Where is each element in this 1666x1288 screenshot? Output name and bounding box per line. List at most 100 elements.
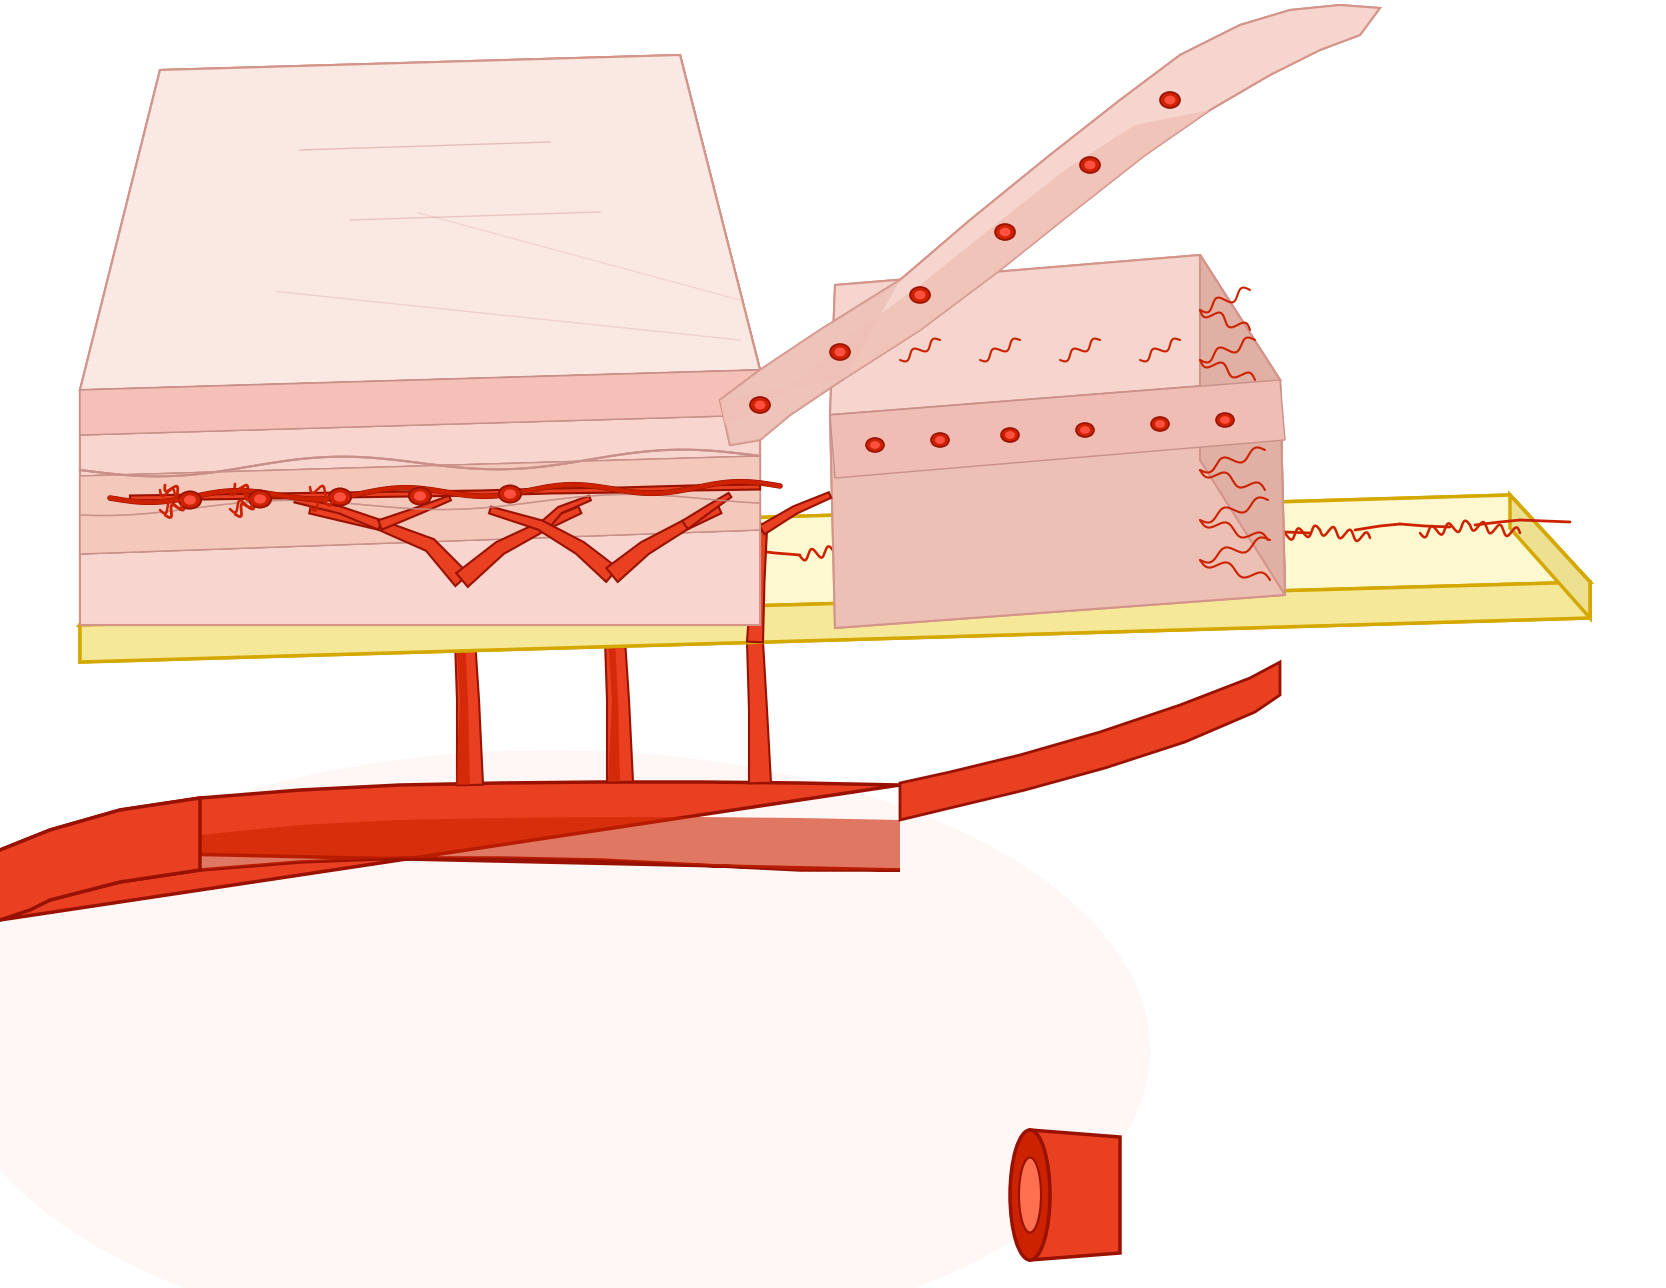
Ellipse shape: [1220, 416, 1230, 424]
Ellipse shape: [1010, 1130, 1050, 1260]
Polygon shape: [80, 370, 760, 625]
Polygon shape: [1200, 255, 1284, 595]
Ellipse shape: [1151, 417, 1170, 431]
Ellipse shape: [1165, 95, 1176, 104]
Polygon shape: [758, 98, 1171, 407]
Ellipse shape: [995, 224, 1015, 240]
Ellipse shape: [830, 344, 850, 361]
Polygon shape: [1509, 495, 1589, 618]
Polygon shape: [453, 580, 483, 786]
Polygon shape: [80, 55, 760, 390]
Polygon shape: [80, 370, 760, 625]
Ellipse shape: [910, 287, 930, 303]
Polygon shape: [80, 370, 760, 435]
Polygon shape: [681, 493, 731, 529]
Ellipse shape: [1080, 157, 1100, 173]
Polygon shape: [830, 380, 1284, 478]
Polygon shape: [830, 255, 1279, 415]
Ellipse shape: [1165, 95, 1176, 104]
Polygon shape: [746, 529, 766, 643]
Ellipse shape: [413, 491, 426, 501]
Polygon shape: [80, 456, 760, 554]
Ellipse shape: [1005, 431, 1015, 439]
Ellipse shape: [830, 344, 850, 361]
Ellipse shape: [995, 224, 1015, 240]
Polygon shape: [720, 109, 1210, 425]
Polygon shape: [720, 279, 900, 444]
Ellipse shape: [1155, 420, 1165, 428]
Polygon shape: [720, 279, 900, 444]
Ellipse shape: [866, 438, 885, 452]
Ellipse shape: [333, 492, 347, 501]
Polygon shape: [80, 55, 760, 390]
Polygon shape: [698, 492, 765, 535]
Ellipse shape: [1080, 157, 1100, 173]
Ellipse shape: [935, 437, 945, 444]
Polygon shape: [80, 370, 760, 625]
Polygon shape: [456, 506, 581, 587]
Polygon shape: [720, 5, 1379, 444]
Ellipse shape: [835, 348, 846, 357]
Ellipse shape: [328, 488, 352, 505]
Ellipse shape: [0, 750, 1150, 1288]
Ellipse shape: [1000, 228, 1011, 237]
Ellipse shape: [333, 492, 347, 501]
Ellipse shape: [183, 496, 197, 505]
Ellipse shape: [248, 491, 272, 507]
Polygon shape: [80, 456, 760, 554]
Polygon shape: [453, 580, 470, 784]
Polygon shape: [80, 370, 760, 435]
Polygon shape: [830, 380, 1284, 629]
Polygon shape: [720, 109, 1210, 425]
Ellipse shape: [408, 487, 431, 505]
Ellipse shape: [931, 433, 950, 447]
Polygon shape: [80, 55, 760, 390]
Ellipse shape: [178, 492, 202, 509]
Polygon shape: [900, 662, 1279, 820]
Ellipse shape: [408, 487, 431, 505]
Ellipse shape: [1076, 422, 1095, 437]
Polygon shape: [80, 370, 760, 435]
Ellipse shape: [1080, 426, 1090, 434]
Ellipse shape: [413, 491, 426, 501]
Ellipse shape: [253, 495, 267, 504]
Polygon shape: [720, 5, 1379, 444]
Polygon shape: [130, 484, 760, 501]
Polygon shape: [80, 582, 1589, 662]
Polygon shape: [80, 582, 1589, 662]
Ellipse shape: [910, 287, 930, 303]
Polygon shape: [830, 255, 1279, 415]
Ellipse shape: [755, 401, 765, 410]
Ellipse shape: [835, 348, 846, 357]
Ellipse shape: [500, 486, 521, 502]
Polygon shape: [760, 492, 831, 535]
Polygon shape: [541, 496, 591, 528]
Polygon shape: [830, 380, 1284, 629]
Polygon shape: [680, 55, 760, 625]
Ellipse shape: [750, 397, 770, 413]
Ellipse shape: [1085, 161, 1096, 170]
Polygon shape: [378, 496, 451, 529]
Ellipse shape: [1160, 91, 1180, 108]
Polygon shape: [746, 641, 771, 783]
Polygon shape: [0, 799, 200, 920]
Polygon shape: [1509, 495, 1589, 618]
Polygon shape: [80, 495, 1589, 625]
Ellipse shape: [915, 291, 926, 299]
Polygon shape: [605, 574, 620, 782]
Polygon shape: [310, 506, 468, 586]
Polygon shape: [0, 782, 900, 920]
Polygon shape: [680, 55, 760, 625]
Ellipse shape: [870, 442, 880, 448]
Ellipse shape: [178, 492, 202, 509]
Polygon shape: [1200, 255, 1284, 595]
Ellipse shape: [1216, 413, 1235, 428]
Ellipse shape: [1160, 91, 1180, 108]
Ellipse shape: [1001, 428, 1020, 442]
Polygon shape: [1030, 1130, 1120, 1260]
Polygon shape: [603, 574, 633, 782]
Polygon shape: [606, 506, 721, 582]
Ellipse shape: [755, 401, 765, 410]
Polygon shape: [490, 506, 618, 582]
Ellipse shape: [1000, 228, 1011, 237]
